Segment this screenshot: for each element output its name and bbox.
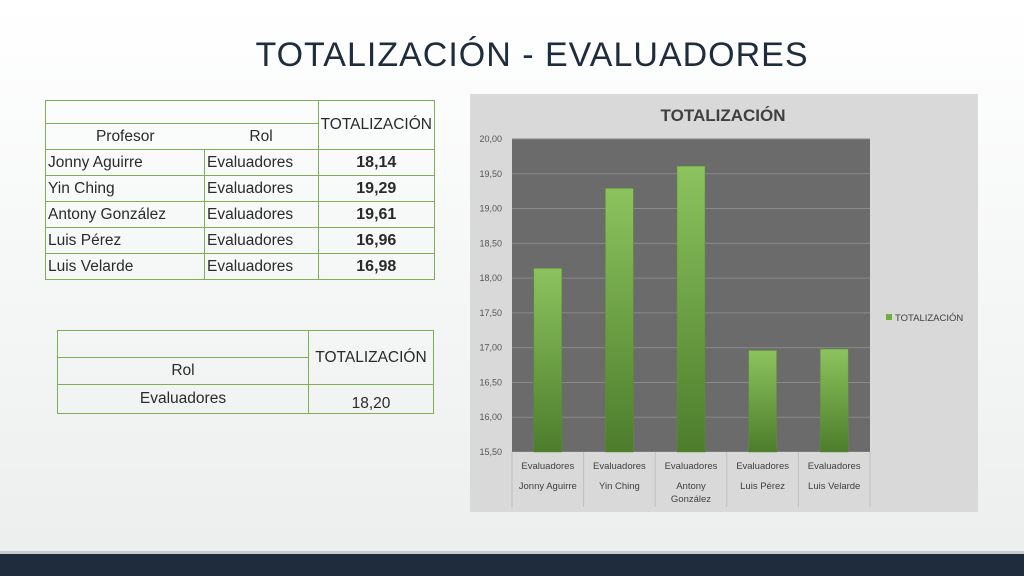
x-tick-label-name: Antony <box>676 481 706 492</box>
table-header-blank <box>57 330 309 358</box>
x-tick-label-name: Jonny Aguirre <box>519 481 577 492</box>
header-totalizacion: TOTALIZACIÓN <box>317 100 436 150</box>
y-tick-label: 19,50 <box>479 169 502 179</box>
x-tick-label-name: Yin Ching <box>599 481 640 492</box>
header-rol: Rol <box>204 123 319 150</box>
y-tick-label: 20,00 <box>479 134 502 144</box>
x-tick-label-role: Evaluadores <box>521 461 574 472</box>
cell-profesor: Luis Pérez <box>45 227 205 254</box>
x-axis-band <box>512 452 870 507</box>
y-tick-label: 16,00 <box>479 412 502 422</box>
cell-profesor: Jonny Aguirre <box>45 149 205 176</box>
bar <box>605 188 634 453</box>
cell-total: 19,29 <box>317 175 436 202</box>
x-tick-label-name: Luis Pérez <box>740 481 785 492</box>
cell-rol: Evaluadores <box>203 201 319 228</box>
role-summary-table: TOTALIZACIÓN Rol Evaluadores 18,20 <box>57 330 434 414</box>
header-totalizacion: TOTALIZACIÓN <box>308 330 434 385</box>
table-row: Luis Pérez Evaluadores 16,96 <box>45 227 436 254</box>
x-tick-label-name: González <box>671 494 711 505</box>
bar <box>676 165 706 453</box>
x-tick-label-role: Evaluadores <box>665 461 718 472</box>
cell-profesor: Yin Ching <box>45 175 205 202</box>
cell-rol: Evaluadores <box>203 253 319 280</box>
chart-title: TOTALIZACIÓN <box>661 106 786 125</box>
table-row: Antony González Evaluadores 19,61 <box>45 201 436 228</box>
table-row: Evaluadores 18,20 <box>57 384 434 414</box>
header-rol: Rol <box>57 357 309 385</box>
cell-rol: Evaluadores <box>203 227 319 254</box>
y-tick-label: 18,00 <box>479 273 502 283</box>
cell-total: 18,14 <box>317 149 436 176</box>
table-row: Jonny Aguirre Evaluadores 18,14 <box>45 149 436 176</box>
legend-label: TOTALIZACIÓN <box>895 313 963 324</box>
cell-total: 16,96 <box>317 227 436 254</box>
y-tick-label: 16,50 <box>479 377 502 387</box>
header-profesor: Profesor <box>45 123 205 150</box>
cell-rol: Evaluadores <box>203 175 319 202</box>
x-tick-label-role: Evaluadores <box>808 461 861 472</box>
totalizacion-bar-chart: TOTALIZACIÓN 15,50 16,00 16,50 17,00 17,50 18… <box>470 94 978 512</box>
bar <box>748 350 777 453</box>
cell-total: 18,20 <box>308 384 434 414</box>
cell-rol: Evaluadores <box>57 384 309 414</box>
legend-swatch <box>886 314 892 320</box>
x-tick-label-name: Luis Velarde <box>808 481 860 492</box>
table-row: Yin Ching Evaluadores 19,29 <box>45 175 436 202</box>
y-tick-label: 17,50 <box>479 308 502 318</box>
x-tick-label-role: Evaluadores <box>593 461 646 472</box>
page-title: TOTALIZACIÓN - EVALUADORES <box>255 36 809 74</box>
bar <box>819 348 849 453</box>
y-tick-label: 17,00 <box>479 343 502 353</box>
x-tick-label-role: Evaluadores <box>736 461 789 472</box>
footer-bar <box>0 551 1024 576</box>
cell-total: 16,98 <box>317 253 436 280</box>
bar <box>533 268 563 453</box>
cell-rol: Evaluadores <box>203 149 319 176</box>
cell-profesor: Antony González <box>45 201 205 228</box>
professor-totals-table: TOTALIZACIÓN Profesor Rol Jonny Aguirre … <box>45 100 436 280</box>
cell-total: 19,61 <box>317 201 436 228</box>
y-tick-label: 18,50 <box>479 238 502 248</box>
y-tick-label: 15,50 <box>479 447 502 457</box>
table-row: Luis Velarde Evaluadores 16,98 <box>45 253 436 280</box>
table-header-blank <box>45 100 319 124</box>
cell-profesor: Luis Velarde <box>45 253 205 280</box>
y-tick-label: 19,00 <box>479 204 502 214</box>
